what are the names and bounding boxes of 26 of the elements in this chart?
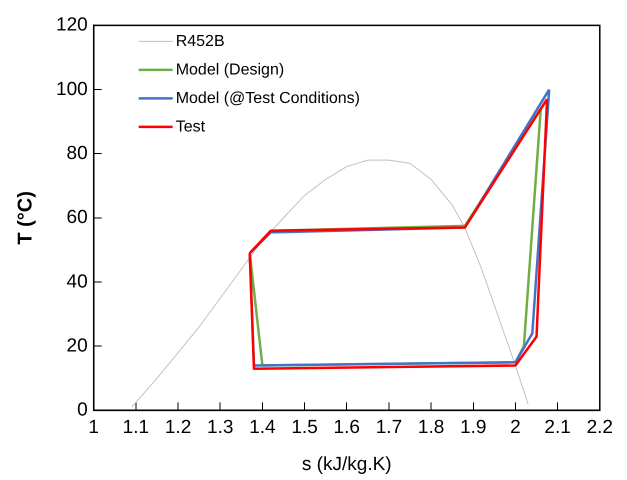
x-tick-label: 1.3 (207, 417, 234, 438)
legend-label: R452B (176, 32, 225, 50)
x-tick-label: 1.8 (418, 417, 444, 438)
x-tick-label: 1.7 (376, 417, 402, 438)
x-tick-label: 1.6 (334, 417, 360, 438)
y-tick-label: 120 (56, 14, 88, 36)
legend-label: Model (Design) (176, 61, 284, 78)
x-tick-label: 2.1 (544, 417, 571, 438)
y-tick-label: 60 (66, 207, 88, 228)
y-tick-label: 0 (77, 400, 88, 421)
x-tick-label: 1.4 (249, 417, 276, 438)
y-tick-label: 40 (66, 271, 88, 292)
x-tick-label: 1 (88, 417, 99, 438)
x-tick-label: 1.1 (122, 417, 150, 438)
legend-label: Model (@Test Conditions) (176, 90, 360, 107)
x-tick-label: 1.5 (291, 417, 318, 438)
y-tick-label: 20 (66, 335, 88, 356)
y-tick-label: 80 (66, 142, 88, 164)
x-axis-title: s (kJ/kg.K) (302, 454, 392, 475)
x-tick-label: 2 (510, 417, 521, 438)
x-tick-label: 1.2 (164, 417, 192, 438)
y-axis-title: T (°C) (14, 191, 37, 245)
legend-label: Test (176, 118, 206, 136)
x-tick-label: 1.9 (460, 417, 486, 438)
x-tick-label: 2.2 (586, 417, 614, 438)
y-tick-label: 100 (56, 78, 88, 100)
